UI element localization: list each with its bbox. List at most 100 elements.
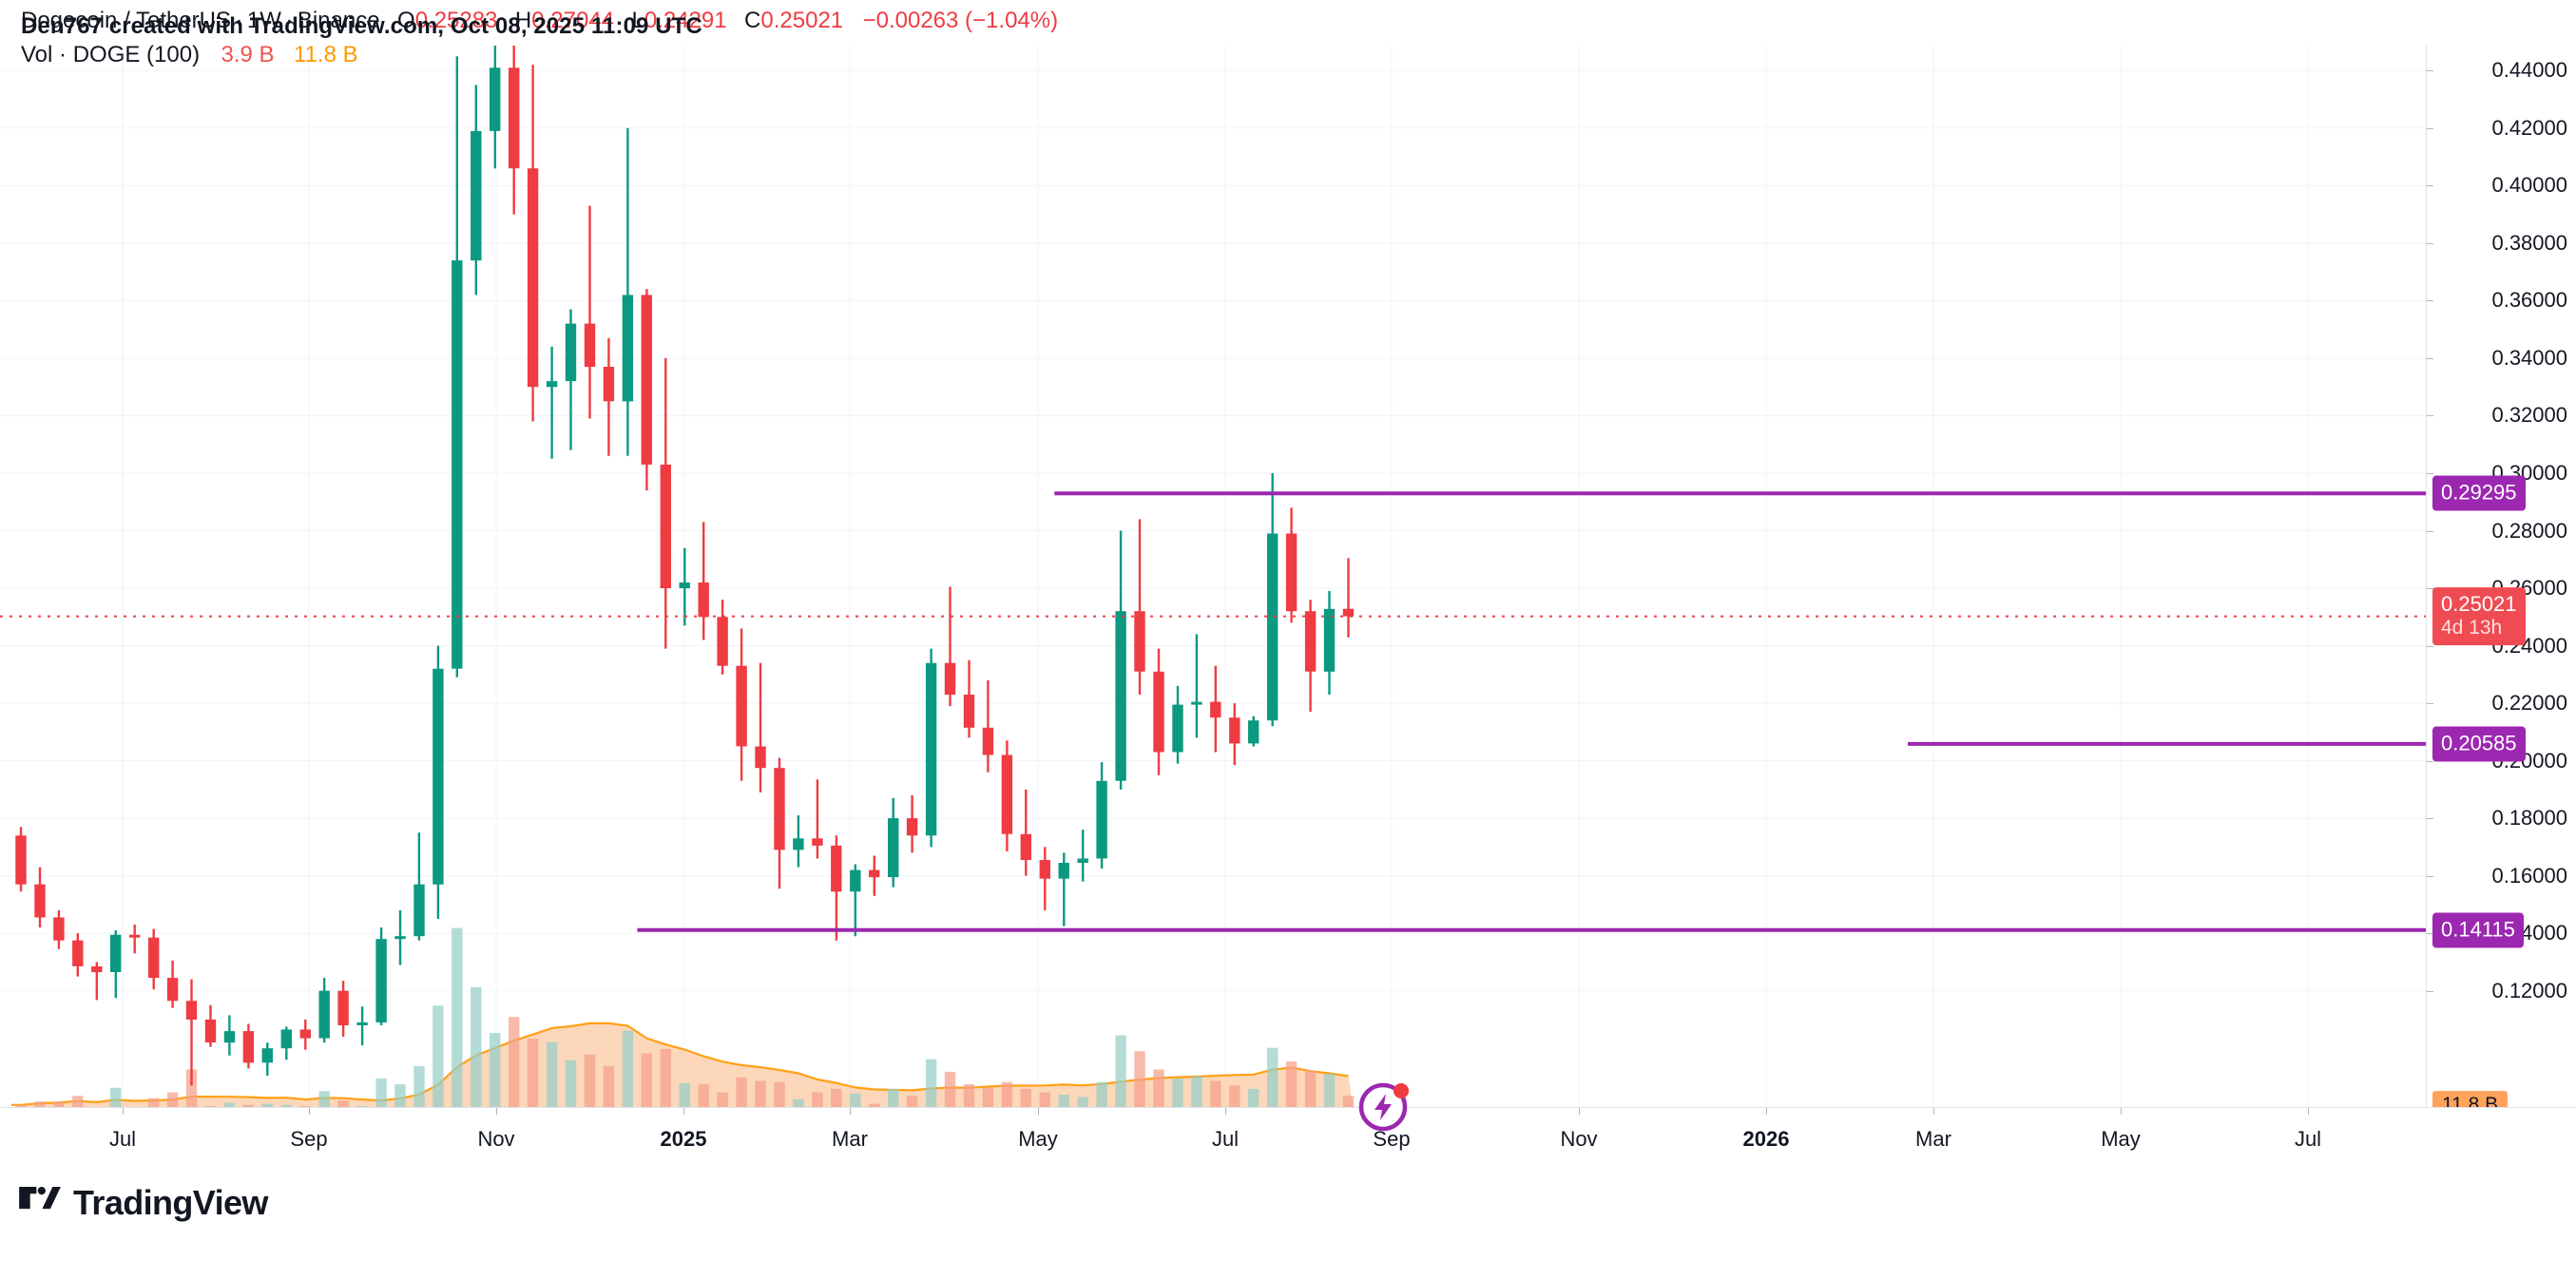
legend-close-value: 0.25021 <box>760 8 844 33</box>
volume-bar <box>527 1039 539 1107</box>
alert-lightning-icon[interactable] <box>1355 1075 1415 1140</box>
tradingview-logo[interactable]: TradingView <box>19 1183 268 1223</box>
candle-body <box>698 582 709 618</box>
candle-body <box>91 966 103 973</box>
time-scale[interactable]: Jul Sep Nov 2025 Mar May Jul Sep Nov 2026 Mar May Ju… <box>0 1107 2576 1167</box>
volume-bar <box>318 1091 330 1107</box>
volume-bar <box>565 1059 577 1107</box>
candle-body <box>375 939 387 1022</box>
candle-body <box>546 381 558 388</box>
price-axis-tick <box>2427 990 2433 992</box>
candle-body <box>471 130 482 261</box>
price-axis-label: 0.40000 <box>2491 173 2567 198</box>
tradingview-wordmark: TradingView <box>73 1183 268 1222</box>
price-badge-resistance-upper[interactable]: 0.29295 <box>2432 475 2526 511</box>
candle-body <box>394 936 406 940</box>
tradingview-mark-icon <box>19 1187 61 1210</box>
candle-body <box>110 934 122 972</box>
candle-body <box>337 990 349 1025</box>
candle-body <box>129 934 141 938</box>
volume-bar <box>906 1096 918 1107</box>
price-axis-tick <box>2427 818 2433 820</box>
price-badge-support-lower[interactable]: 0.14115 <box>2432 912 2524 948</box>
volume-bar <box>1285 1061 1298 1107</box>
volume-bar <box>660 1048 671 1107</box>
candle-body <box>755 746 766 769</box>
price-axis-tick <box>2427 242 2433 244</box>
volume-bar <box>223 1102 236 1107</box>
candle-body <box>242 1031 255 1063</box>
candle-body <box>660 464 671 588</box>
candle-body <box>1134 611 1145 672</box>
volume-bar <box>1210 1080 1221 1107</box>
volume-bar <box>717 1092 728 1107</box>
time-axis-label: Sep <box>1373 1127 1411 1151</box>
price-badge-resistance-mid[interactable]: 0.20585 <box>2432 726 2526 762</box>
candle-body <box>1191 701 1202 705</box>
volume-bar <box>337 1100 349 1107</box>
time-axis-tick <box>123 1108 124 1115</box>
candle-body <box>869 869 880 878</box>
price-axis-label: 0.42000 <box>2491 115 2567 140</box>
volume-bar <box>546 1041 558 1107</box>
price-badge-value: 0.25021 <box>2441 591 2517 616</box>
price-axis-tick <box>2427 415 2433 417</box>
volume-bar <box>1323 1074 1336 1107</box>
candle-body <box>1323 608 1336 672</box>
volume-bar <box>394 1084 406 1107</box>
volume-bar <box>603 1065 615 1107</box>
volume-bar <box>1172 1079 1183 1107</box>
volume-bar <box>982 1087 994 1107</box>
volume-bar <box>471 987 482 1107</box>
time-axis-label: Jul <box>2294 1127 2322 1151</box>
candle-body <box>1001 754 1013 834</box>
candle-body <box>433 668 444 885</box>
volume-bar <box>963 1084 975 1107</box>
time-axis-label: 2026 <box>1742 1127 1790 1151</box>
price-badge-value: 0.20585 <box>2441 731 2517 755</box>
volume-bar <box>413 1065 425 1107</box>
volume-bar <box>888 1088 899 1107</box>
legend-change: −0.00263 (−1.04%) <box>862 8 1059 33</box>
volume-bar <box>15 1104 27 1107</box>
price-axis-label: 0.22000 <box>2491 691 2567 716</box>
candle-body <box>1020 833 1031 860</box>
legend-close-key: C <box>744 8 761 33</box>
price-badge-last-price[interactable]: 0.25021 4d 13h <box>2432 586 2526 646</box>
volume-bar <box>850 1093 861 1107</box>
time-axis-tick <box>309 1108 310 1115</box>
time-axis-label: 2025 <box>660 1127 707 1151</box>
candle-body <box>736 665 747 747</box>
time-axis-tick <box>1933 1108 1934 1115</box>
price-axis-tick <box>2427 530 2433 532</box>
price-axis-tick <box>2427 70 2433 72</box>
volume-bar <box>110 1087 122 1107</box>
candle-body <box>584 323 596 367</box>
candle-body <box>452 260 463 669</box>
price-axis-tick <box>2427 760 2433 762</box>
volume-bar <box>698 1084 709 1107</box>
price-axis-label: 0.32000 <box>2491 403 2567 428</box>
volume-bar <box>1304 1070 1317 1107</box>
volume-bar <box>261 1103 273 1107</box>
volume-bar <box>1229 1085 1240 1107</box>
volume-bar <box>72 1096 84 1107</box>
price-axis-label: 0.38000 <box>2491 230 2567 255</box>
candle-body <box>565 323 577 382</box>
volume-bar <box>774 1081 785 1107</box>
candle-body <box>527 168 539 388</box>
candle-body <box>1058 863 1069 879</box>
price-axis-label: 0.44000 <box>2491 58 2567 83</box>
candle-body <box>1304 611 1317 672</box>
chart-canvas[interactable] <box>0 46 2426 1107</box>
tradingview-watermark: Den767 created with TradingView.com, Oct… <box>21 13 702 39</box>
volume-bar <box>736 1077 747 1107</box>
volume-bar <box>755 1080 766 1107</box>
time-axis-label: Mar <box>1915 1127 1951 1151</box>
volume-bar <box>452 927 463 1107</box>
volume-bar <box>204 1106 217 1107</box>
time-axis-label: May <box>1018 1127 1058 1151</box>
volume-bar <box>356 1106 368 1107</box>
candle-body <box>1285 533 1298 612</box>
price-scale[interactable]: 0.44000 0.42000 0.40000 0.38000 0.36000 0.340… <box>2426 46 2576 1155</box>
